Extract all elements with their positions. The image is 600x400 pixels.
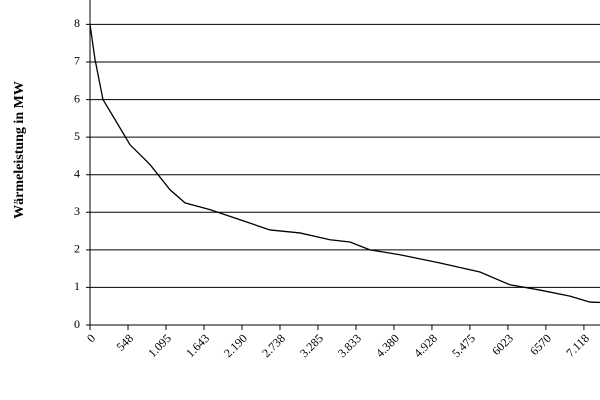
x-tick-label: 2.190 xyxy=(221,331,250,360)
line-series xyxy=(89,24,600,304)
x-tick-label: 4.928 xyxy=(411,331,440,360)
y-tick-label: 7 xyxy=(74,54,80,68)
y-tick-label: 2 xyxy=(74,242,80,256)
y-tick-label: 0 xyxy=(74,317,80,331)
x-tick-label: 548 xyxy=(113,331,136,354)
y-tick-label: 8 xyxy=(74,16,80,30)
y-tick-label: 1 xyxy=(74,279,80,293)
x-tick-label: 6570 xyxy=(527,331,554,358)
x-tick-label: 1.095 xyxy=(145,331,174,360)
x-tick-label: 5.475 xyxy=(449,331,478,360)
y-tick-label: 5 xyxy=(74,129,80,143)
y-axis-title: Wärmeleistung in MW xyxy=(12,81,27,219)
x-tick-label: 7.118 xyxy=(563,331,592,360)
x-tick-label: 4.380 xyxy=(373,331,402,360)
x-tick-label: 3.285 xyxy=(297,331,326,360)
x-tick-label: 0 xyxy=(84,331,98,345)
y-tick-label: 3 xyxy=(74,204,80,218)
x-tick-label: 1.643 xyxy=(183,331,212,360)
x-tick-label: 3.833 xyxy=(335,331,364,360)
x-tick-label: 6023 xyxy=(489,331,516,358)
x-tick-label: 2.738 xyxy=(259,331,288,360)
y-tick-label: 4 xyxy=(74,166,80,180)
y-tick-label: 6 xyxy=(74,91,80,105)
